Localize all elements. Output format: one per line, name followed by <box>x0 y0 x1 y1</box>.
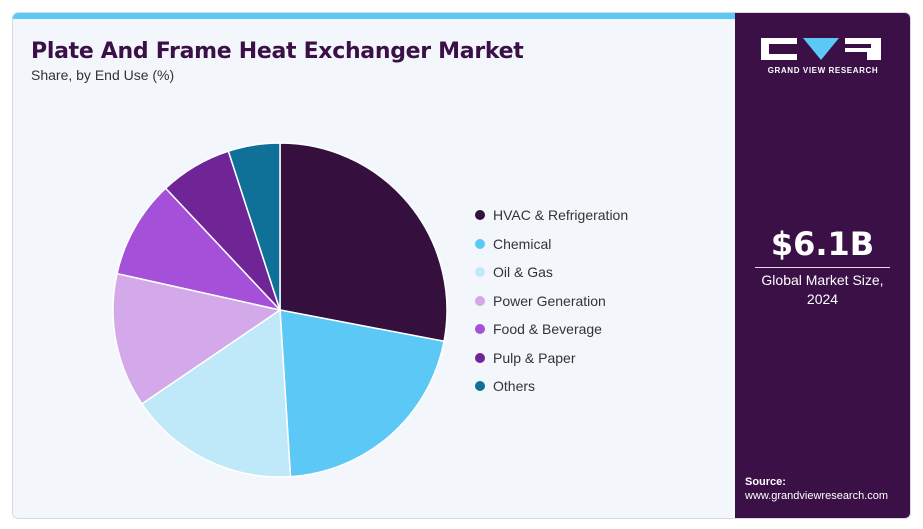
pie-slice-power-generation <box>112 272 282 405</box>
pie-slice-oil-gas <box>140 308 292 478</box>
legend-item: Food & Beverage <box>475 315 628 344</box>
legend-item: Chemical <box>475 230 628 259</box>
accent-bar <box>13 13 735 19</box>
divider <box>755 267 890 268</box>
logo-mark-icon <box>761 38 885 60</box>
legend-label: Food & Beverage <box>493 321 602 338</box>
legend-swatch <box>475 381 485 392</box>
legend-swatch <box>475 210 485 221</box>
legend-label: HVAC & Refrigeration <box>493 207 629 224</box>
source-title: Source: <box>745 476 786 488</box>
market-size-value: $6.1B <box>770 225 875 263</box>
legend-label: Power Generation <box>493 292 606 309</box>
pie-slice-hvac-refrigeration <box>279 142 448 343</box>
report-card: Plate And Frame Heat Exchanger Market Sh… <box>12 12 911 519</box>
pie-chart <box>112 142 448 478</box>
chart-subtitle: Share, by End Use (%) <box>31 67 175 83</box>
legend-swatch <box>475 324 485 335</box>
legend-swatch <box>475 352 485 363</box>
market-size-label-line1: Global Market Size, <box>761 272 884 288</box>
legend-item: Others <box>475 372 628 401</box>
pie-slice-food-beverage <box>116 187 283 312</box>
legend-label: Pulp & Paper <box>493 349 576 366</box>
logo-r-block <box>845 38 881 60</box>
legend-item: Pulp & Paper <box>475 344 628 373</box>
legend-item: HVAC & Refrigeration <box>475 201 628 230</box>
legend-swatch <box>475 267 485 278</box>
legend-item: Oil & Gas <box>475 258 628 287</box>
legend-label: Oil & Gas <box>493 264 553 281</box>
chart-legend: HVAC & Refrigeration Chemical Oil & Gas Pow… <box>475 201 628 401</box>
logo-v-block <box>803 38 839 60</box>
legend-label: Chemical <box>493 235 552 252</box>
pie-slice-others <box>227 142 281 311</box>
legend-swatch <box>475 238 485 249</box>
pie-slice-chemical <box>279 309 445 478</box>
legend-item: Power Generation <box>475 287 628 316</box>
market-size-label: Global Market Size, 2024 <box>735 271 910 309</box>
legend-swatch <box>475 295 485 306</box>
source-link[interactable]: www.grandviewresearch.com <box>745 490 889 502</box>
sidebar: GRAND VIEW RESEARCH $6.1B Global Market … <box>735 13 910 518</box>
logo-text: GRAND VIEW RESEARCH <box>767 66 879 75</box>
chart-title: Plate And Frame Heat Exchanger Market <box>31 39 524 64</box>
gvr-logo: GRAND VIEW RESEARCH <box>761 38 885 75</box>
market-size-label-line2: 2024 <box>806 291 839 307</box>
logo-g-block <box>761 38 797 60</box>
legend-label: Others <box>493 378 536 395</box>
source-note: Source: www.grandviewresearch.com <box>745 475 888 503</box>
chart-panel: Plate And Frame Heat Exchanger Market Sh… <box>13 13 735 518</box>
